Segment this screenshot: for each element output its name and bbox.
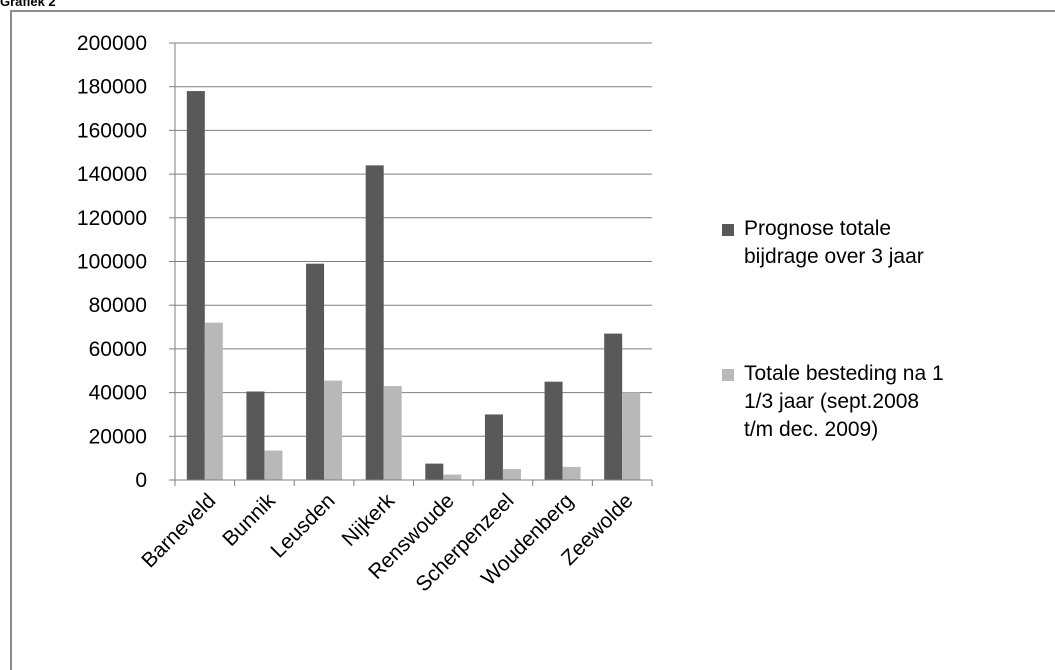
bar-prognose-renswoude	[425, 463, 444, 480]
axes	[174, 43, 653, 486]
y-tick-label: 180000	[77, 76, 147, 99]
bar-prognose-nijkerk	[365, 165, 384, 481]
y-tick-label: 20000	[89, 425, 147, 448]
bar-chart: 0 20000 40000 60000 80000 100000 120000 140000 1…	[77, 32, 653, 596]
chart-frame	[10, 10, 1055, 670]
legend-swatch-prognose	[722, 224, 734, 236]
chart-caption: Grafiek 2	[0, 0, 56, 9]
bar-besteding-leusden	[324, 380, 343, 480]
legend-swatch-besteding	[722, 369, 734, 381]
legend-label-besteding: Totale besteding na 1 1/3 jaar (sept.200…	[744, 362, 944, 441]
y-tick-label: 0	[135, 469, 147, 492]
bars	[186, 91, 641, 481]
bar-prognose-scherpenzeel	[484, 414, 503, 480]
y-tick-label: 60000	[89, 338, 147, 361]
gridlines	[175, 42, 652, 437]
bar-prognose-leusden	[306, 263, 325, 480]
bar-besteding-barneveld	[204, 322, 223, 480]
bar-besteding-bunnik	[264, 450, 283, 480]
bar-prognose-zeewolde	[604, 333, 623, 480]
legend-label-prognose: Prognose totale bijdrage over 3 jaar	[744, 217, 924, 268]
y-tick-label: 100000	[77, 251, 147, 274]
bar-prognose-woudenberg	[544, 381, 563, 480]
x-category-label: Leusden	[266, 489, 339, 562]
bar-prognose-bunnik	[246, 391, 265, 480]
y-tick-label: 140000	[77, 163, 147, 186]
bar-besteding-woudenberg	[562, 466, 581, 480]
bar-besteding-zeewolde	[622, 392, 641, 480]
y-axis-ticks: 0 20000 40000 60000 80000 100000 120000 140000 1…	[77, 32, 175, 492]
y-tick-label: 40000	[89, 382, 147, 405]
y-tick-label: 120000	[77, 207, 147, 230]
x-category-label: Barneveld	[137, 489, 220, 572]
bar-prognose-barneveld	[186, 91, 205, 480]
y-tick-label: 80000	[89, 294, 147, 317]
y-tick-label: 160000	[77, 119, 147, 142]
bar-besteding-renswoude	[443, 474, 462, 480]
bar-besteding-nijkerk	[383, 386, 402, 480]
x-axis-labels: BarneveldBunnikLeusdenNijkerkRenswoudeSc…	[137, 489, 638, 596]
y-tick-label: 200000	[77, 32, 147, 55]
bar-besteding-scherpenzeel	[502, 469, 521, 480]
